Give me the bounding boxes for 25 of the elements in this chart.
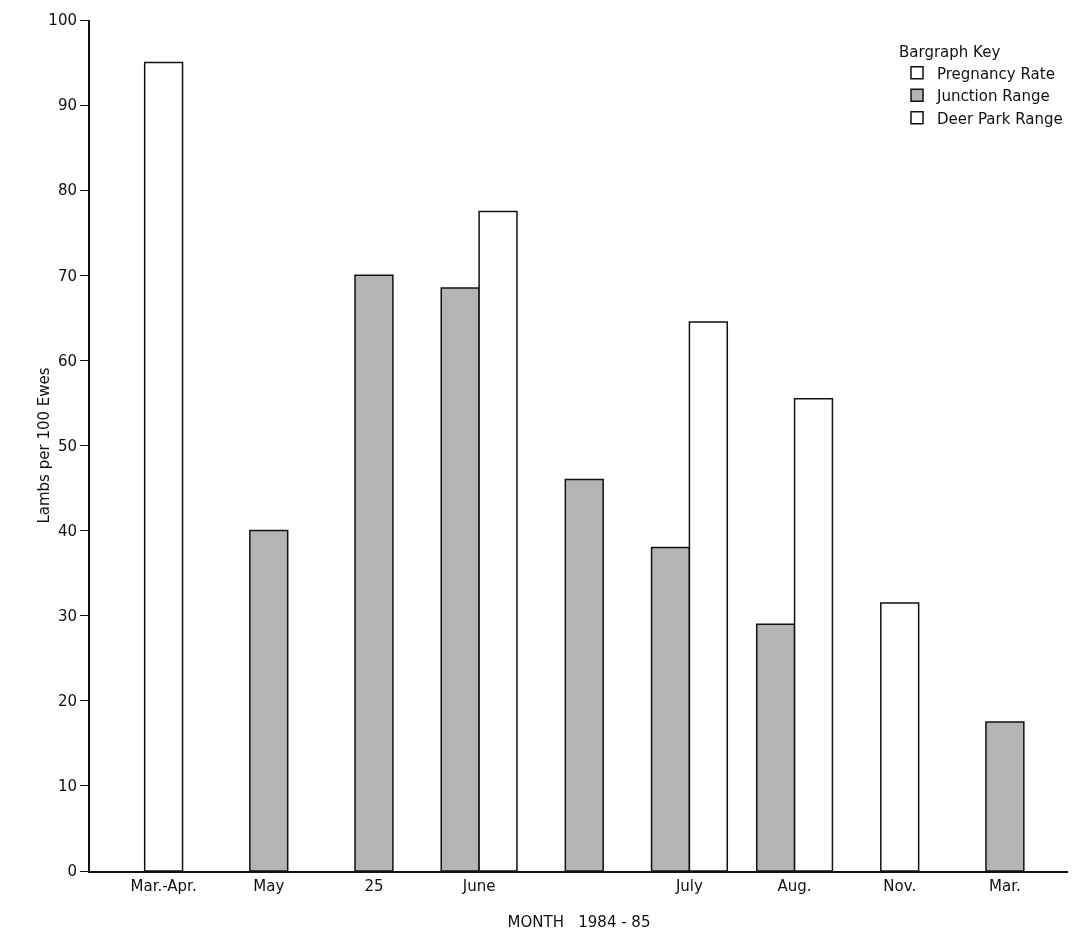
legend-label: Pregnancy Rate [937,64,1055,83]
y-tick-label: 80 [57,181,77,200]
legend-title: Bargraph Key [899,42,1001,61]
y-tick-label: 90 [57,96,77,115]
y-tick-label: 20 [57,692,77,711]
y-tick-label: 40 [57,521,77,540]
legend-label: Deer Park Range [937,109,1063,128]
legend-label: Junction Range [936,87,1050,106]
y-tick-label: 10 [57,777,77,796]
x-tick-label: June [461,877,496,895]
x-tick-label: Mar. [989,877,1021,895]
y-tick-label: 0 [67,862,77,881]
y-tick-label: 70 [57,266,77,285]
x-tick-label: Aug. [777,877,812,895]
x-tick-label: Mar.-Apr. [130,877,197,895]
x-tick-label: 25 [364,877,384,895]
x-tick-label: Nov. [883,877,917,895]
x-tick-label: May [253,877,285,895]
x-tick-label: July [674,877,704,895]
y-tick-label: 30 [57,606,77,625]
y-axis-title: Lambs per 100 Ewes [35,367,53,524]
y-tick-label: 60 [57,351,77,370]
y-tick-label: 50 [57,436,77,455]
x-axis-title: MONTH 1984 - 85 [507,913,651,931]
y-tick-label: 100 [48,11,77,30]
